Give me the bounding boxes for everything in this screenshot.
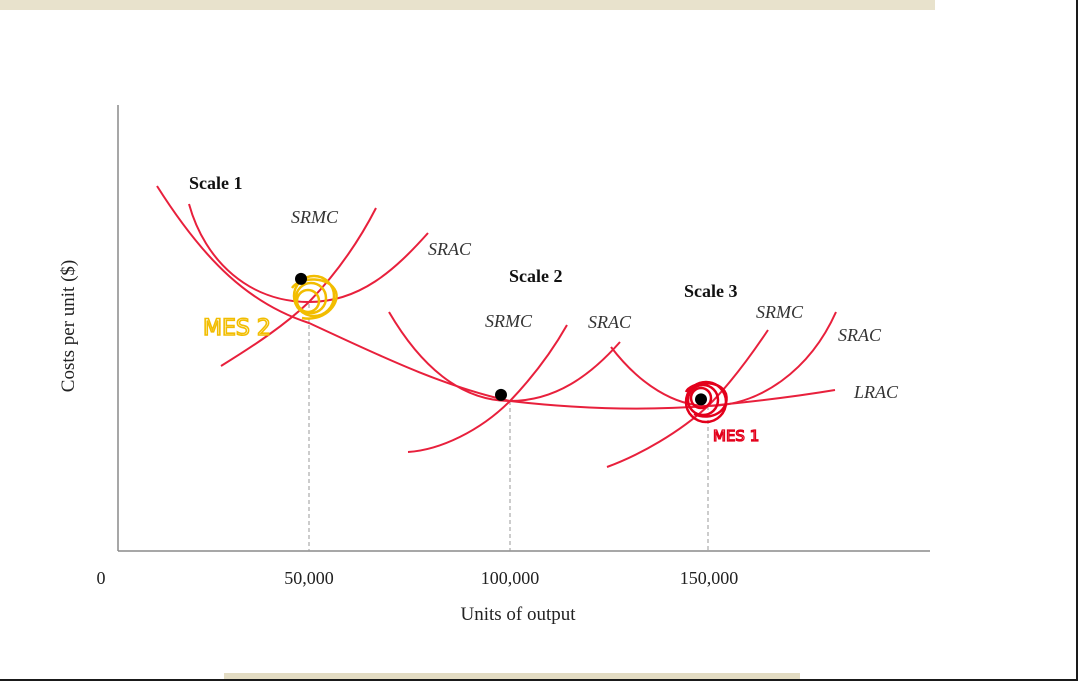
mes-1-annotation: MES 1 <box>713 427 759 445</box>
srmc-label-scale-2: SRMC <box>485 311 533 331</box>
frame-right-border <box>1076 0 1078 681</box>
x-tick-label-50000: 50,000 <box>284 568 334 588</box>
frame-bottom-border <box>0 679 1078 681</box>
y-axis-title: Costs per unit ($) <box>58 260 79 392</box>
srac-label-scale-3: SRAC <box>838 325 882 345</box>
x-axis-title: Units of output <box>460 604 576 625</box>
srmc-curve-scale-2 <box>407 324 568 453</box>
bottom-accent-bar <box>224 673 800 679</box>
top-accent-bar <box>0 0 935 10</box>
scale-2-label: Scale 2 <box>509 266 563 286</box>
scale-3-label: Scale 3 <box>684 281 738 301</box>
min-point-scale-3 <box>695 393 707 406</box>
x-tick-label-100000: 100,000 <box>481 568 540 588</box>
lrac-label: LRAC <box>853 382 899 402</box>
mes-1-highlight <box>684 380 728 424</box>
srmc-curve-scale-1 <box>220 207 377 367</box>
mes-2-annotation: MES 2 <box>203 316 271 341</box>
mes-2-highlight <box>290 274 338 320</box>
min-point-scale-1 <box>295 272 307 285</box>
min-point-scale-2 <box>495 388 507 401</box>
srac-label-scale-2: SRAC <box>588 312 632 332</box>
scale-1-label: Scale 1 <box>189 173 243 193</box>
srmc-label-scale-1: SRMC <box>291 207 339 227</box>
x-tick-label-0: 0 <box>97 568 106 588</box>
x-tick-label-150000: 150,000 <box>680 568 739 588</box>
srmc-label-scale-3: SRMC <box>756 302 804 322</box>
srac-label-scale-1: SRAC <box>428 239 472 259</box>
